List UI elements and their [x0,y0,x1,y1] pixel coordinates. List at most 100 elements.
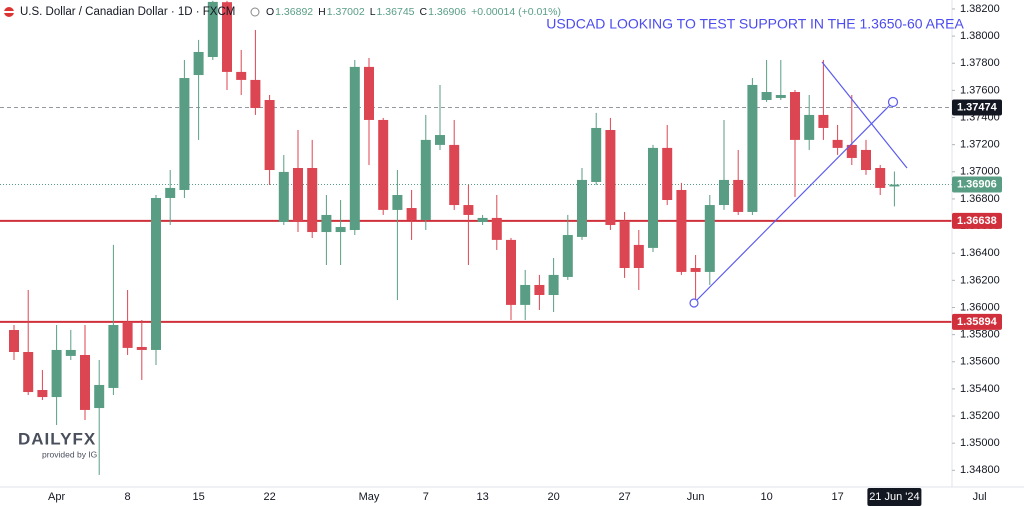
candle-body [264,100,275,171]
candle-body [222,2,232,72]
candle-body [562,235,573,277]
x-tick-label: Jul [973,491,987,503]
level-box [952,313,1002,330]
symbol-icon-stripe [4,11,14,13]
y-tick-label: 1.35200 [960,410,1000,422]
candle-body [94,384,105,409]
candle-body [619,221,630,269]
candle-body [293,167,303,222]
x-tick-label: 17 [831,491,843,503]
level-box [952,212,1002,229]
candle-body [548,274,559,296]
chart-title: U.S. Dollar / Canadian Dollar · 1D · FXC… [20,6,235,18]
candle-body [236,71,247,80]
y-tick-label: 1.37800 [960,57,1000,69]
last-price-box [952,176,1002,193]
y-tick-label: 1.35000 [960,437,1000,449]
x-tick-label: 27 [618,491,630,503]
candle-body [790,92,800,140]
candle-body [889,184,900,187]
ohlc-value: 1.36906 [428,6,466,18]
trend-line [693,101,894,304]
candle-body [463,205,474,215]
x-tick-label: 13 [476,491,488,503]
x-tick-label: 8 [125,491,131,503]
y-tick-label: 1.36800 [960,193,1000,205]
y-tick-label: 1.38200 [960,3,1000,15]
candle-body [477,217,488,222]
candle-body [420,139,431,220]
status-icon [250,7,260,17]
logo-brand: DAILYFX [18,429,96,448]
candle-body [449,144,460,206]
candle-body [818,114,829,128]
candle-body [605,129,616,225]
candle-body [392,194,403,210]
candle-body [364,66,374,120]
ohlc-value: 1.37002 [327,6,365,18]
candle-body [804,114,815,140]
reference-box [952,99,1002,116]
y-tick-label: 1.37600 [960,84,1000,96]
y-tick-label: 1.34800 [960,464,1000,476]
candle-body [832,139,843,148]
y-tick-label: 1.35400 [960,383,1000,395]
x-highlight-box [867,488,922,506]
candle-body [193,51,204,76]
y-tick-label: 1.38000 [960,30,1000,42]
x-tick-label: Apr [48,491,65,503]
price-labels-layer: 1.37474 1.36906 1.36638 1.35894 [952,99,1002,330]
y-tick-label: 1.35600 [960,356,1000,368]
x-tick-label: 15 [192,491,204,503]
candle-body [165,187,176,198]
candle-body [179,78,190,190]
candle-body [719,179,729,206]
candle-body [733,179,744,212]
x-tick-label: 20 [547,491,559,503]
candle-body [349,66,360,231]
candle-body [491,217,502,240]
ohlc-value: 1.36892 [275,6,313,18]
candle-body [9,330,19,352]
candle-body [108,324,119,388]
candles-layer [9,0,900,475]
candle-body [278,171,289,222]
change-value: +0.00014 (+0.01%) [471,6,561,18]
candle-body [435,135,445,145]
candle-body [23,351,34,393]
trend-handle [689,298,699,308]
candle-body [648,147,658,248]
candle-body [207,1,218,57]
candle-body [704,205,715,272]
trend-handle [887,96,899,108]
candle-body [690,268,701,272]
annotation: USDCAD LOOKING TO TEST SUPPORT IN THE 1.… [546,16,964,32]
candle-body [875,167,886,188]
candle-body [662,147,673,201]
candle-body [406,208,417,220]
y-tick-label: 1.35800 [960,329,1000,341]
x-tick-label: 7 [423,491,429,503]
candle-body [37,389,48,398]
candle-body [506,239,516,305]
level-label: 1.36638 [957,215,997,227]
x-tick-label: May [359,491,380,503]
candle-body [591,127,602,182]
x-tick-label: 22 [263,491,275,503]
candle-body [861,149,871,171]
candle-body [80,354,90,410]
ohlc-value: 1.36745 [377,6,415,18]
candle-body [51,349,62,398]
candle-body [321,214,332,233]
candle-body [846,144,857,158]
candle-body [250,79,261,109]
candle-body [122,322,133,348]
candle-body [577,179,587,237]
ohlc-key: L [370,6,376,18]
ohlc-key: H [318,6,326,18]
candle-body [335,227,346,233]
y-tick-label: 1.36000 [960,301,1000,313]
candle-body [151,197,161,350]
candle-body [775,94,786,98]
